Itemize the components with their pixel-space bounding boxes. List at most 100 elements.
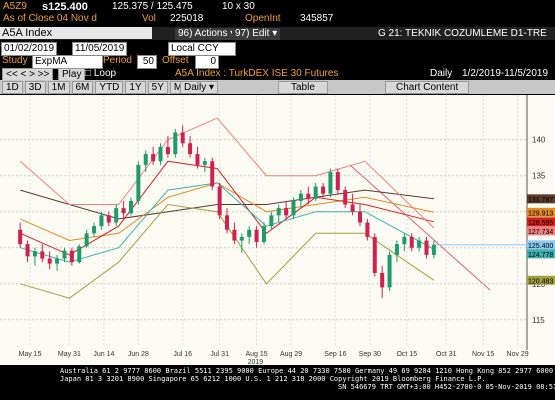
price-tag [527,226,555,236]
candle-body [424,240,429,255]
period[interactable]: 50 [137,55,157,69]
play-button[interactable]: Play [58,68,86,81]
oi-label: OpenInt [245,13,281,24]
candle-body [188,143,193,155]
candle-body [372,236,377,273]
candle-body [291,200,296,216]
candle-body [254,229,259,242]
candle-body [77,246,82,263]
chart-content-button[interactable]: Chart Content [385,81,470,94]
description: A5A Index : TurkDEX ISE 30 Futures [175,68,339,79]
bid-ask: 125.375 / 125.475 [112,1,193,12]
candle-body [84,233,89,247]
price-tag-label: 124.778 [528,252,553,259]
price-tag-label: 131.787 [528,197,553,204]
period-button[interactable]: 3D [24,81,46,94]
candle-body [25,244,30,257]
x-tick-label: Jun 28 [128,351,149,358]
actions-menu[interactable]: 96) Actions ▾ [175,28,239,40]
ticker: A5Z9 [3,1,27,12]
period-button[interactable]: 1D [2,81,23,94]
candle-body [276,208,281,216]
x-tick-label: Aug 29 [280,351,302,358]
loop-label: Loop [93,68,117,79]
candle-body [151,154,156,162]
candle-body [99,215,104,227]
period-button[interactable]: 6M [71,81,94,94]
x-tick-label: Nov 29 [507,351,529,358]
candle-body [261,226,266,242]
candle-body [128,200,133,214]
price-tag [527,194,555,204]
edit-menu[interactable]: 97) Edit ▾ [232,28,281,40]
trend-line [349,164,491,291]
start-date[interactable]: 01/02/2019 [1,42,58,56]
candle-body [335,172,340,191]
loop-checkbox[interactable]: □ Loop [85,68,117,79]
period-button[interactable]: 1M [47,81,70,94]
candle-body [417,240,422,248]
candle-body [380,272,385,288]
candle-body [232,229,237,241]
candle-body [69,250,74,263]
y-tick-label: 115 [532,316,545,325]
y-tick-label: 135 [532,172,546,181]
as-of: As of Close 04 Nov d [3,13,97,24]
period-button[interactable]: 5Y [147,81,168,94]
candle-body [114,208,119,223]
price-tag [527,275,555,285]
y-tick-label: 140 [532,136,546,145]
candle-body [394,244,399,255]
price-tag [527,207,555,217]
candle-body [350,204,355,212]
period-button[interactable]: 1Y [125,81,146,94]
candle-body [306,193,311,199]
study-label: Study [2,55,28,66]
x-tick-label: Nov 15 [472,351,494,358]
candle-body [106,215,111,223]
period-button[interactable]: YTD [95,81,124,94]
candle-body [173,132,178,155]
screen-title: G 21: TEKNIK COZUMLEME D1-TRE [378,28,547,39]
moving-average [20,182,435,263]
candle-body [32,251,37,257]
price-tag-label: 129.913 [528,210,553,217]
candle-body [47,258,52,264]
candle-body [387,254,392,288]
footer-line: Japan 81 3 3201 8900 Singapore 65 6212 1… [60,375,486,383]
x-tick-label: May 31 [58,351,81,358]
candle-body [298,193,303,201]
candle-body [121,208,126,214]
price-tag [527,240,555,250]
vol-label: Vol [142,13,156,24]
x-tick-label: May 15 [19,351,42,358]
candle-body [358,211,363,223]
x-tick-label: Jul 16 [173,351,192,358]
candle-body [343,190,348,205]
offset[interactable]: 0 [195,55,219,69]
candle-body [202,161,207,165]
moving-average [20,189,434,220]
moving-average [19,117,435,229]
candle-body [409,236,414,248]
table-button[interactable]: Table [278,81,328,94]
price-tag-label: 128.595 [528,220,553,227]
vol: 225018 [170,13,204,24]
price-tag-label: 127.734 [528,229,553,236]
moving-average [20,203,435,299]
candle-body [18,229,23,245]
x-tick-label: Oct 31 [436,351,457,358]
security[interactable]: A5A Index [0,27,152,39]
candle-body [195,154,200,165]
x-tick-label: Jul 31 [210,351,229,358]
x-tick-label: Sep 16 [324,351,346,358]
candle-body [225,215,230,230]
candle-body [402,236,407,245]
x-tick-label: Sep 30 [359,351,381,358]
last-price: s125.400 [42,1,88,13]
freq-select[interactable]: Daily ▾ [180,81,219,94]
candle-body [431,244,436,255]
x-tick-label: Aug 15 [245,351,267,358]
